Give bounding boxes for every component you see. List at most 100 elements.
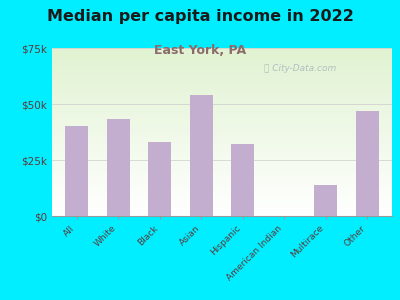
Text: Median per capita income in 2022: Median per capita income in 2022 — [46, 9, 354, 24]
Text: East York, PA: East York, PA — [154, 44, 246, 56]
Bar — [52, 117, 392, 118]
Bar — [52, 176, 392, 177]
Bar — [52, 93, 392, 95]
Bar — [52, 61, 392, 63]
Bar — [52, 100, 392, 102]
Bar — [52, 208, 392, 209]
Bar — [52, 130, 392, 132]
Bar — [52, 50, 392, 51]
Bar — [52, 157, 392, 159]
Bar — [52, 132, 392, 134]
Bar — [52, 90, 392, 92]
Bar — [314, 184, 337, 216]
Bar — [52, 78, 392, 80]
Bar — [52, 162, 392, 164]
Bar — [52, 115, 392, 117]
Bar — [52, 80, 392, 82]
Bar — [148, 142, 171, 216]
Bar — [52, 201, 392, 202]
Bar — [52, 166, 392, 167]
Bar — [52, 193, 392, 194]
Bar — [52, 147, 392, 149]
Bar — [52, 196, 392, 197]
Bar — [52, 135, 392, 137]
Bar — [52, 191, 392, 193]
Bar — [52, 48, 392, 50]
Bar — [52, 118, 392, 120]
Bar — [52, 75, 392, 76]
Bar — [52, 95, 392, 97]
Bar — [66, 126, 88, 216]
Bar — [52, 82, 392, 83]
Bar — [52, 98, 392, 100]
Bar — [52, 109, 392, 110]
Bar — [52, 139, 392, 140]
Bar — [52, 172, 392, 174]
Bar — [52, 154, 392, 155]
Bar — [52, 199, 392, 201]
Bar — [52, 51, 392, 53]
Bar — [52, 171, 392, 172]
Bar — [52, 186, 392, 188]
Bar — [190, 95, 213, 216]
Bar — [52, 71, 392, 73]
Bar — [107, 118, 130, 216]
Bar — [52, 120, 392, 122]
Bar — [52, 83, 392, 85]
Bar — [52, 102, 392, 103]
Bar — [52, 189, 392, 191]
Bar — [52, 167, 392, 169]
Bar — [52, 113, 392, 115]
Bar — [52, 213, 392, 214]
Bar — [52, 124, 392, 125]
Bar — [52, 134, 392, 135]
Bar — [52, 206, 392, 208]
Bar — [231, 144, 254, 216]
Bar — [52, 197, 392, 199]
Bar — [52, 188, 392, 189]
Bar — [52, 169, 392, 171]
Bar — [52, 144, 392, 146]
Bar — [52, 179, 392, 181]
Bar — [52, 182, 392, 184]
Bar — [52, 70, 392, 71]
Bar — [52, 55, 392, 56]
Bar — [52, 92, 392, 93]
Bar — [52, 112, 392, 113]
Bar — [52, 142, 392, 144]
Bar — [52, 56, 392, 58]
Text: ⓘ City-Data.com: ⓘ City-Data.com — [264, 64, 336, 73]
Bar — [52, 110, 392, 112]
Bar — [52, 151, 392, 152]
Bar — [52, 53, 392, 55]
Bar — [52, 202, 392, 204]
Bar — [52, 152, 392, 154]
Bar — [52, 149, 392, 151]
Bar — [52, 159, 392, 160]
Bar — [52, 127, 392, 129]
Bar — [52, 140, 392, 142]
Bar — [52, 164, 392, 166]
Bar — [52, 63, 392, 65]
Bar — [52, 68, 392, 70]
Bar — [52, 160, 392, 162]
Bar — [52, 97, 392, 98]
Bar — [52, 76, 392, 78]
Bar — [52, 146, 392, 147]
Bar — [52, 58, 392, 60]
Bar — [52, 137, 392, 139]
Bar — [52, 87, 392, 88]
Bar — [52, 181, 392, 182]
Bar — [52, 85, 392, 87]
Bar — [356, 111, 378, 216]
Bar — [52, 65, 392, 67]
Bar — [52, 204, 392, 206]
Bar — [52, 174, 392, 176]
Bar — [52, 88, 392, 90]
Bar — [52, 103, 392, 105]
Bar — [52, 105, 392, 107]
Bar — [52, 155, 392, 157]
Bar — [52, 125, 392, 127]
Bar — [52, 214, 392, 216]
Bar — [52, 209, 392, 211]
